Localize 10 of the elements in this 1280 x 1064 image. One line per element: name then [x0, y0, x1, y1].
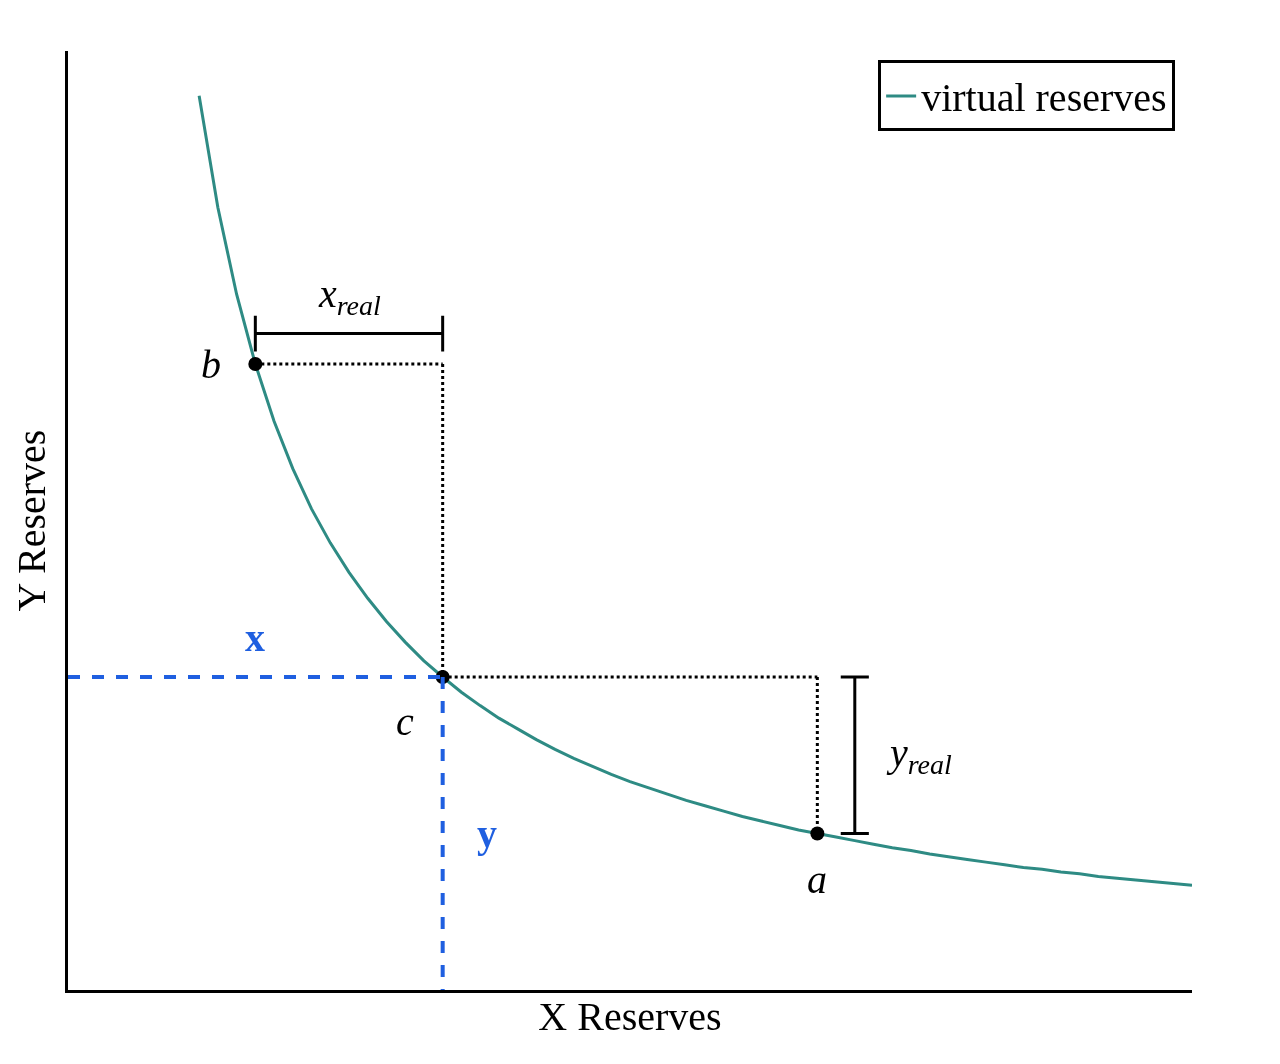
legend-label: virtual reserves	[921, 75, 1167, 121]
annotation: x	[245, 615, 265, 660]
annotation: c	[396, 699, 414, 744]
x-axis-title: X Reserves	[538, 993, 722, 1039]
annotation: y	[477, 811, 497, 856]
annotation: x$_{real}$	[318, 271, 382, 322]
y-axis-title: Y Reserves	[8, 429, 54, 612]
annotation: y$_{real}$	[886, 730, 953, 781]
annotation: a	[807, 857, 827, 902]
annotation: b	[201, 342, 221, 387]
